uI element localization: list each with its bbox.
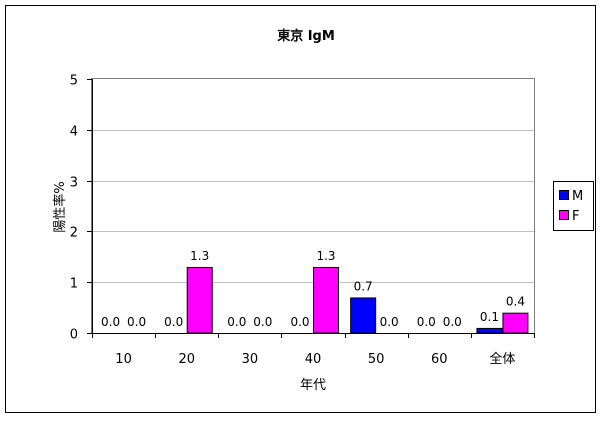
bar-M-50 bbox=[350, 297, 377, 334]
data-label-F-20: 1.3 bbox=[190, 249, 209, 263]
x-tick-label: 10 bbox=[115, 352, 132, 367]
legend-label-M: M bbox=[572, 189, 583, 204]
data-label-F-30: 0.0 bbox=[253, 315, 272, 329]
x-tick-label: 60 bbox=[431, 352, 448, 367]
legend-box bbox=[553, 181, 594, 231]
x-axis-ticks: 10 20 30 40 50 60 全体 bbox=[92, 333, 535, 367]
x-tick-label: 20 bbox=[178, 352, 195, 367]
x-tick-label: 50 bbox=[368, 352, 385, 367]
data-label-M-40: 0.0 bbox=[290, 315, 309, 329]
y-tick-label: 4 bbox=[70, 125, 78, 140]
data-labels: 0.0 0.0 0.0 1.3 0.0 0.0 0.0 1.3 0.7 0.0 0.0 0.0 0.1 0… bbox=[101, 249, 525, 329]
legend-swatch-M bbox=[559, 190, 569, 200]
y-axis-title: 陽性率% bbox=[52, 181, 68, 232]
data-label-M-60: 0.0 bbox=[417, 315, 436, 329]
x-axis-title: 年代 bbox=[300, 378, 326, 393]
bar-M-全体 bbox=[476, 327, 503, 334]
x-tick-label: 40 bbox=[305, 352, 322, 367]
legend-label-F: F bbox=[572, 209, 579, 224]
data-label-F-全体: 0.4 bbox=[506, 295, 525, 309]
y-tick-label: 3 bbox=[70, 176, 78, 191]
x-tick-label: 30 bbox=[242, 352, 259, 367]
y-tick-label: 5 bbox=[70, 74, 78, 89]
legend: MF bbox=[559, 189, 583, 224]
data-label-F-40: 1.3 bbox=[316, 249, 335, 263]
data-label-M-30: 0.0 bbox=[227, 315, 246, 329]
legend-swatch-F bbox=[559, 210, 569, 220]
x-tick-label: 全体 bbox=[489, 351, 515, 367]
data-label-M-50: 0.7 bbox=[354, 279, 373, 293]
y-axis-ticks: 0 1 2 3 4 5 bbox=[70, 74, 93, 343]
data-label-F-50: 0.0 bbox=[380, 315, 399, 329]
data-label-F-10: 0.0 bbox=[127, 315, 146, 329]
y-tick-label: 1 bbox=[70, 277, 78, 292]
chart-border bbox=[5, 5, 596, 413]
data-label-M-20: 0.0 bbox=[164, 315, 183, 329]
chart-title: 東京 IgM bbox=[277, 28, 335, 44]
data-label-F-60: 0.0 bbox=[443, 315, 462, 329]
bar-F-20 bbox=[186, 266, 213, 334]
y-tick-label: 2 bbox=[70, 226, 78, 241]
bar-F-40 bbox=[313, 266, 339, 334]
data-label-M-全体: 0.1 bbox=[480, 310, 499, 324]
bar-F-全体 bbox=[502, 312, 529, 334]
data-label-M-10: 0.0 bbox=[101, 315, 120, 329]
y-tick-label: 0 bbox=[70, 328, 78, 343]
